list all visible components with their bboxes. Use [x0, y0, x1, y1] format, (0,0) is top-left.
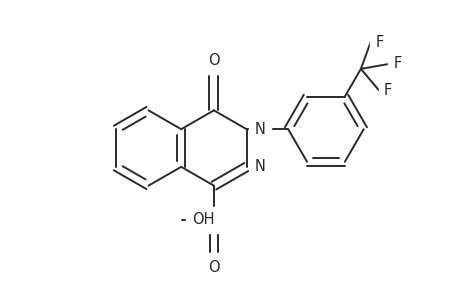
Text: O: O	[207, 52, 219, 68]
Text: F: F	[375, 35, 383, 50]
Text: F: F	[383, 83, 392, 98]
Text: N: N	[254, 159, 265, 174]
Text: F: F	[393, 56, 401, 71]
Text: O: O	[207, 260, 219, 275]
Text: N: N	[254, 122, 265, 137]
Text: OH: OH	[191, 212, 214, 227]
